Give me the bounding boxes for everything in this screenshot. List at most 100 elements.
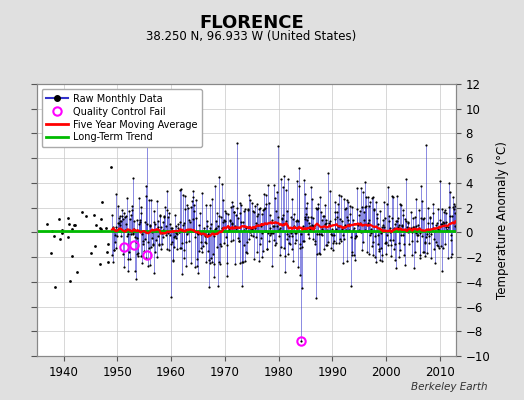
Point (359, 188, 367, 195)
Point (344, 216, 353, 223)
Point (209, 251, 217, 258)
Point (189, 194, 197, 200)
Point (170, 212, 179, 219)
Point (363, 227, 372, 234)
Point (348, 227, 357, 234)
Point (262, 192, 270, 198)
Point (283, 231, 291, 238)
Point (120, 228, 128, 234)
Point (196, 239, 205, 246)
Point (370, 206, 378, 212)
Point (159, 218, 167, 225)
Point (167, 294, 176, 300)
Point (444, 224, 452, 231)
Point (329, 246, 337, 253)
Point (379, 199, 388, 205)
Point (148, 235, 157, 242)
Point (424, 219, 432, 226)
Point (151, 249, 159, 255)
Point (240, 242, 248, 248)
Point (316, 194, 324, 200)
Point (409, 215, 418, 221)
Point (270, 182, 279, 188)
Point (377, 224, 386, 230)
Point (373, 215, 381, 221)
Point (325, 228, 333, 234)
Point (449, 194, 457, 200)
Point (140, 247, 148, 254)
Point (162, 232, 170, 238)
Point (231, 223, 239, 229)
Point (167, 224, 175, 231)
Point (400, 252, 409, 258)
Point (215, 173, 224, 180)
Point (214, 259, 223, 265)
Point (188, 227, 196, 233)
Point (358, 247, 366, 253)
Point (216, 260, 224, 267)
Point (110, 247, 118, 253)
Point (368, 239, 377, 245)
Point (330, 238, 339, 244)
Point (226, 204, 235, 210)
Point (434, 226, 443, 232)
Point (104, 258, 113, 265)
Point (212, 218, 220, 224)
Point (412, 222, 421, 229)
Point (321, 202, 329, 208)
Point (326, 218, 334, 224)
Point (449, 204, 457, 210)
Point (225, 225, 234, 232)
Point (151, 228, 160, 234)
Point (340, 195, 348, 202)
Point (134, 250, 142, 256)
Point (352, 233, 360, 240)
Point (238, 283, 246, 290)
Point (305, 220, 313, 226)
Point (166, 221, 174, 228)
Point (417, 214, 425, 221)
Point (393, 217, 401, 224)
Point (364, 220, 372, 226)
Point (119, 264, 128, 270)
Point (129, 230, 138, 236)
Point (304, 230, 312, 237)
Point (157, 240, 166, 247)
Point (253, 201, 261, 207)
Point (429, 209, 437, 216)
Point (311, 238, 320, 244)
Point (112, 191, 120, 198)
Point (236, 260, 244, 266)
Point (150, 270, 158, 276)
Point (181, 193, 189, 199)
Point (155, 242, 163, 248)
Point (198, 249, 206, 256)
Point (248, 233, 257, 240)
Point (247, 200, 256, 206)
Point (367, 230, 375, 236)
Point (357, 185, 365, 191)
Point (126, 212, 135, 218)
Point (400, 241, 408, 248)
Point (216, 214, 225, 220)
Point (217, 243, 225, 249)
Point (333, 200, 342, 207)
Point (231, 260, 239, 267)
Point (130, 268, 139, 275)
Point (431, 228, 440, 234)
Point (109, 259, 117, 266)
Point (234, 215, 242, 221)
Point (319, 227, 327, 234)
Point (287, 214, 295, 220)
Point (347, 234, 355, 240)
Point (244, 206, 252, 213)
Point (269, 223, 277, 229)
Point (72, 268, 81, 275)
Point (250, 256, 258, 262)
Point (386, 225, 394, 231)
Point (346, 211, 354, 218)
Point (137, 252, 146, 259)
Point (197, 244, 205, 251)
Point (151, 220, 159, 227)
Point (402, 176, 410, 182)
